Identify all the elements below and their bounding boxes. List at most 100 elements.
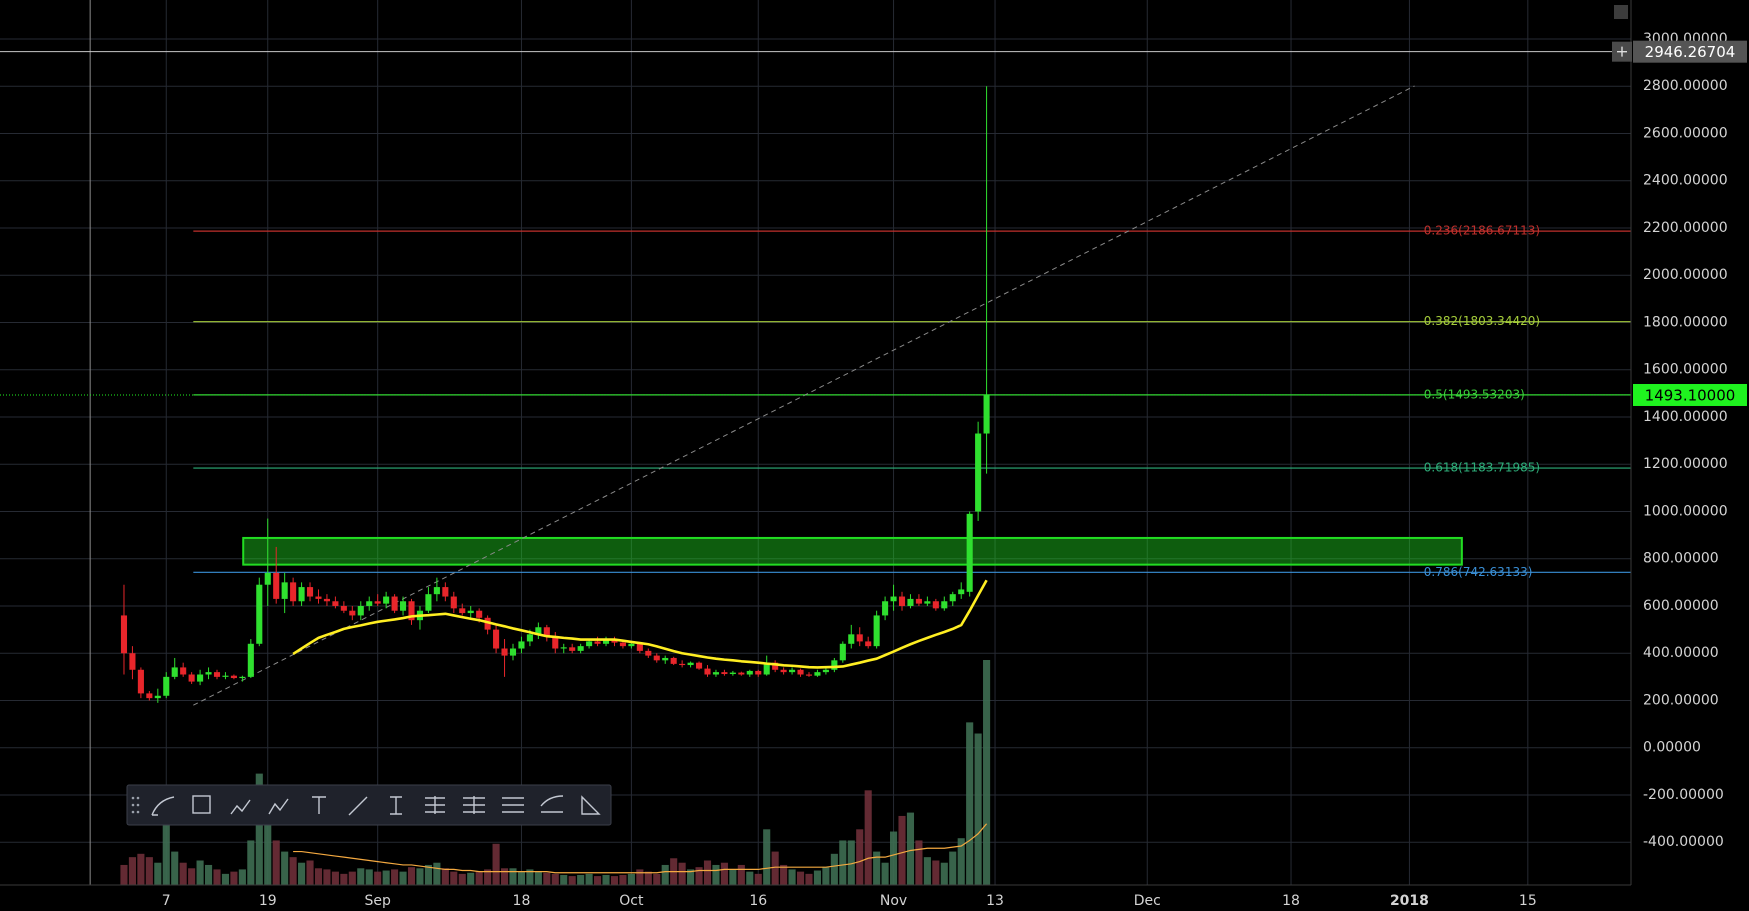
volume-bar [729,869,737,885]
candle-body [340,605,347,611]
candle-body [247,643,254,677]
y-tick-label: 200.00000 [1643,692,1719,708]
volume-layer [120,660,991,885]
candle-body [856,634,863,642]
add-alert-icon [1617,46,1627,57]
drawings-layer: 0.236(2186.67113) 0.382(1803.34420) 0.5(14… [193,85,1631,706]
y-tick-label: 400.00000 [1643,645,1719,661]
x-tick-label: Sep [364,893,391,909]
volume-bar [314,868,323,885]
volume-bar [247,840,255,885]
volume-bar [957,838,965,885]
volume-bar [450,871,458,885]
volume-bar [594,876,602,885]
volume-bar [898,815,906,885]
tool-text[interactable] [312,796,326,814]
moving-average-line [292,579,988,669]
volume-bar [610,876,619,885]
y-tick-label: -400.00000 [1643,834,1724,850]
candle-body [966,513,973,592]
candle-body [679,663,686,666]
tool-rectangle[interactable] [192,795,211,814]
volume-bar [365,869,373,885]
settings-icon[interactable] [1614,5,1628,19]
y-tick-label: 2800.00000 [1643,78,1728,94]
volume-bar [703,860,712,885]
candle-body [602,639,610,644]
toolbar-grip[interactable] [131,796,140,814]
zone-rectangle [242,536,1463,566]
tool-trend-line[interactable] [348,796,368,816]
candle-body [493,629,500,649]
candle-body [450,596,457,609]
tool-pattern[interactable] [230,799,251,815]
tool-abcd[interactable] [268,798,289,815]
candle-body [805,674,813,676]
volume-bar [636,869,644,885]
volume-bar [653,873,661,885]
candle-body [357,605,364,616]
volume-bar [391,869,399,885]
candle-body [687,662,694,666]
tool-fib-fan[interactable] [540,795,564,813]
fib-level-label: 0.382(1803.34420) [1424,314,1540,328]
tool-brush[interactable] [151,796,175,816]
crosshair-price-label: 2946.26704 [1645,43,1736,61]
volume-bar [805,873,813,885]
volume-bar [306,860,314,885]
volume-bar [213,869,221,885]
volume-bar [162,818,170,885]
candle-body [256,584,263,644]
y-tick-label: 2600.00000 [1643,125,1728,141]
y-tick-label: 2200.00000 [1643,220,1728,236]
volume-bar [188,868,196,885]
candle-body [163,676,170,696]
tool-gann[interactable] [581,795,601,815]
volume-bar [788,869,796,885]
volume-bar [441,868,449,885]
volume-bar [966,722,974,885]
x-tick-label: 13 [986,893,1004,909]
volume-bar [171,851,179,885]
fib-level-label: 0.786(742.63133) [1424,565,1533,579]
volume-bar [983,660,991,885]
volume-bar [619,874,627,885]
candle-body [171,667,178,677]
y-tick-label: 800.00000 [1643,551,1719,567]
volume-ma-line [293,823,988,874]
candle-body [645,650,652,656]
candle-body [924,601,931,604]
tool-price-range[interactable] [390,796,402,815]
tool-fib-extension[interactable] [463,796,485,814]
candle-body [526,634,533,642]
candle-body [696,662,703,669]
toolbar-panel [126,784,612,826]
volume-bar [128,857,136,885]
grid-layer [0,0,1631,885]
candle-body [180,667,187,675]
volume-bar [281,851,289,885]
volume-bar [678,862,686,885]
y-tick-label: 2400.00000 [1643,173,1728,189]
candle-body [146,693,153,699]
tool-fib-retracement[interactable] [425,796,445,814]
tool-parallel-channel[interactable] [502,797,524,813]
y-tick-label: 1000.00000 [1643,503,1728,519]
volume-bar [137,853,145,885]
candle-body [400,601,407,611]
y-tick-label: 1800.00000 [1643,314,1728,330]
candle-body [408,601,415,621]
drawing-toolbar [126,784,612,826]
volume-bar [238,869,246,885]
fib-level-label: 0.5(1493.53203) [1424,387,1525,401]
candle-body [789,669,796,673]
candle-body [721,672,728,675]
volume-bar [399,871,407,885]
candle-body [137,669,144,694]
volume-bar [204,864,213,885]
x-tick-label: Dec [1134,893,1161,909]
candle-body [890,596,897,602]
candle-body [239,676,246,679]
candle-body [391,596,398,611]
x-tick-label: 18 [513,893,531,909]
